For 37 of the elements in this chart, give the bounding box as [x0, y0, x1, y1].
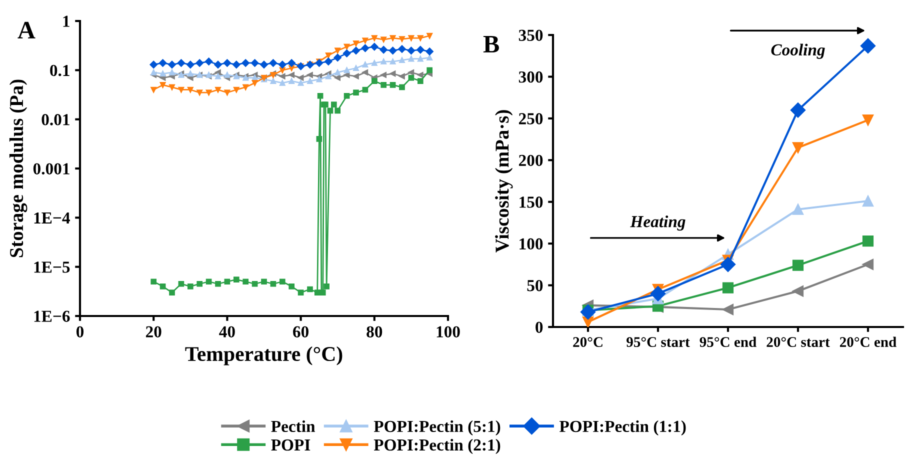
x-tick-label: 20°C start [766, 337, 830, 347]
y-tick-label: 0.01 [42, 114, 70, 126]
y-tick-label: 100 [520, 238, 543, 250]
y-tick-label: 150 [520, 196, 543, 208]
x-tick-label: 20 [146, 326, 162, 338]
y-tick-label: 1 [63, 16, 70, 27]
x-tick-label: 0 [76, 326, 84, 338]
x-axis-title: Temperature (°C) [185, 346, 342, 366]
y-axis-title: Viscosity (mPa·s) [495, 110, 513, 253]
legend-label: POPI:Pectin (1:1) [559, 420, 686, 436]
y-tick-label: 1E−6 [34, 310, 70, 322]
y-tick-label: 1E−4 [34, 212, 70, 224]
x-tick-label: 40 [219, 326, 235, 338]
annotation: Cooling [771, 44, 825, 59]
y-axis-title: Storage modulus (Pa) [9, 80, 28, 258]
legend-label: POPI [271, 439, 310, 451]
y-tick-label: 0.001 [33, 163, 70, 175]
x-tick-label: 20°C [573, 337, 602, 347]
y-tick-label: 300 [518, 71, 543, 83]
y-tick-label: 0.1 [50, 64, 70, 76]
chart-title: B [483, 36, 499, 52]
x-tick-label: 100 [436, 326, 460, 338]
annotation: Heating [630, 216, 686, 231]
x-tick-label: 95°C start [626, 337, 690, 347]
chart-title: A [18, 22, 36, 38]
y-tick-label: 1E−5 [34, 262, 70, 273]
legend-label: POPI:Pectin (2:1) [374, 438, 500, 454]
y-tick-label: 200 [518, 154, 543, 166]
legend-label: Pectin [271, 420, 316, 432]
y-tick-label: 50 [527, 280, 543, 292]
x-tick-label: 20°C end [840, 336, 896, 347]
x-tick-label: 80 [366, 326, 382, 338]
y-tick-label: 350 [518, 30, 543, 41]
x-tick-label: 60 [293, 326, 308, 338]
legend-label: POPI:Pectin (5:1) [374, 420, 500, 436]
x-tick-label: 95°C end [700, 336, 756, 347]
y-tick-label: 250 [518, 113, 543, 124]
